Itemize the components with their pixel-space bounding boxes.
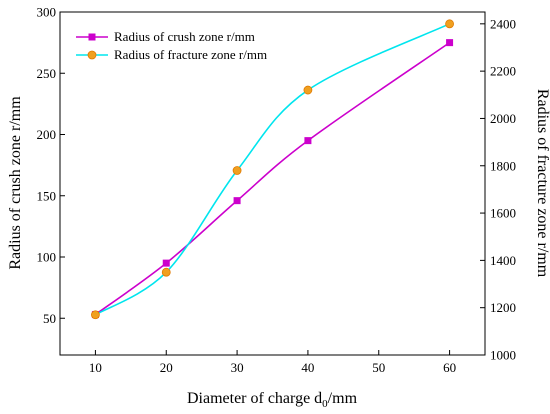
fracture-data-point	[161, 267, 171, 277]
y-left-tick-label: 200	[37, 127, 57, 142]
y-right-tick-label: 1200	[490, 300, 516, 315]
y-right-tick-label: 1600	[490, 206, 516, 221]
y-left-tick-label: 300	[37, 5, 57, 20]
y-left-tick-label: 100	[37, 250, 57, 265]
x-axis-label-main: Diameter of charge d	[187, 390, 322, 407]
y-right-tick-label: 1000	[490, 348, 516, 363]
series-layer	[94, 23, 451, 316]
crush-data-point	[304, 137, 312, 145]
ticks-layer: 10 20 30 40 50 60 50 100 150 200 250 300 1000 1200 140…	[37, 5, 517, 376]
markers-layer	[91, 19, 454, 320]
legend-marker-fracture	[87, 50, 97, 60]
legend: Radius of crush zone r/mm Radius of frac…	[76, 29, 267, 62]
legend-label-fracture: Radius of fracture zone r/mm	[114, 47, 267, 62]
y-left-tick-label: 250	[37, 66, 57, 81]
legend-label-crush: Radius of crush zone r/mm	[114, 29, 255, 44]
x-tick-label: 20	[160, 360, 173, 375]
x-tick-label: 30	[231, 360, 244, 375]
series-line-crush	[94, 41, 451, 316]
x-axis-label-unit: /mm	[328, 390, 358, 407]
x-axis-label: Diameter of charge d0/mm	[187, 390, 358, 410]
y-left-tick-label: 50	[43, 311, 56, 326]
crush-data-point	[446, 39, 454, 47]
y-right-tick-label: 2200	[490, 64, 516, 79]
y-left-tick-label: 150	[37, 188, 57, 203]
x-tick-label: 60	[443, 360, 456, 375]
y-axis-label-right: Radius of fracture zone r/mm	[534, 89, 550, 278]
fracture-data-point	[303, 85, 313, 95]
x-tick-label: 50	[372, 360, 385, 375]
crush-data-point	[233, 197, 241, 205]
crush-data-point	[162, 259, 170, 267]
y-right-tick-label: 2400	[490, 16, 516, 31]
x-tick-label: 40	[301, 360, 314, 375]
y-right-tick-label: 1400	[490, 253, 516, 268]
fracture-data-point	[232, 166, 242, 175]
legend-marker-crush	[88, 33, 96, 41]
plot-frame	[59, 11, 486, 356]
fracture-data-point	[91, 310, 100, 320]
fracture-data-point	[445, 19, 454, 29]
y-axis-label-left: Radius of crush zone r/mm	[7, 96, 24, 270]
y-right-tick-label: 2000	[490, 111, 516, 126]
x-axis-label-subscript: 0	[322, 398, 328, 410]
x-tick-label: 10	[89, 360, 102, 375]
y-right-tick-label: 1800	[490, 158, 516, 173]
